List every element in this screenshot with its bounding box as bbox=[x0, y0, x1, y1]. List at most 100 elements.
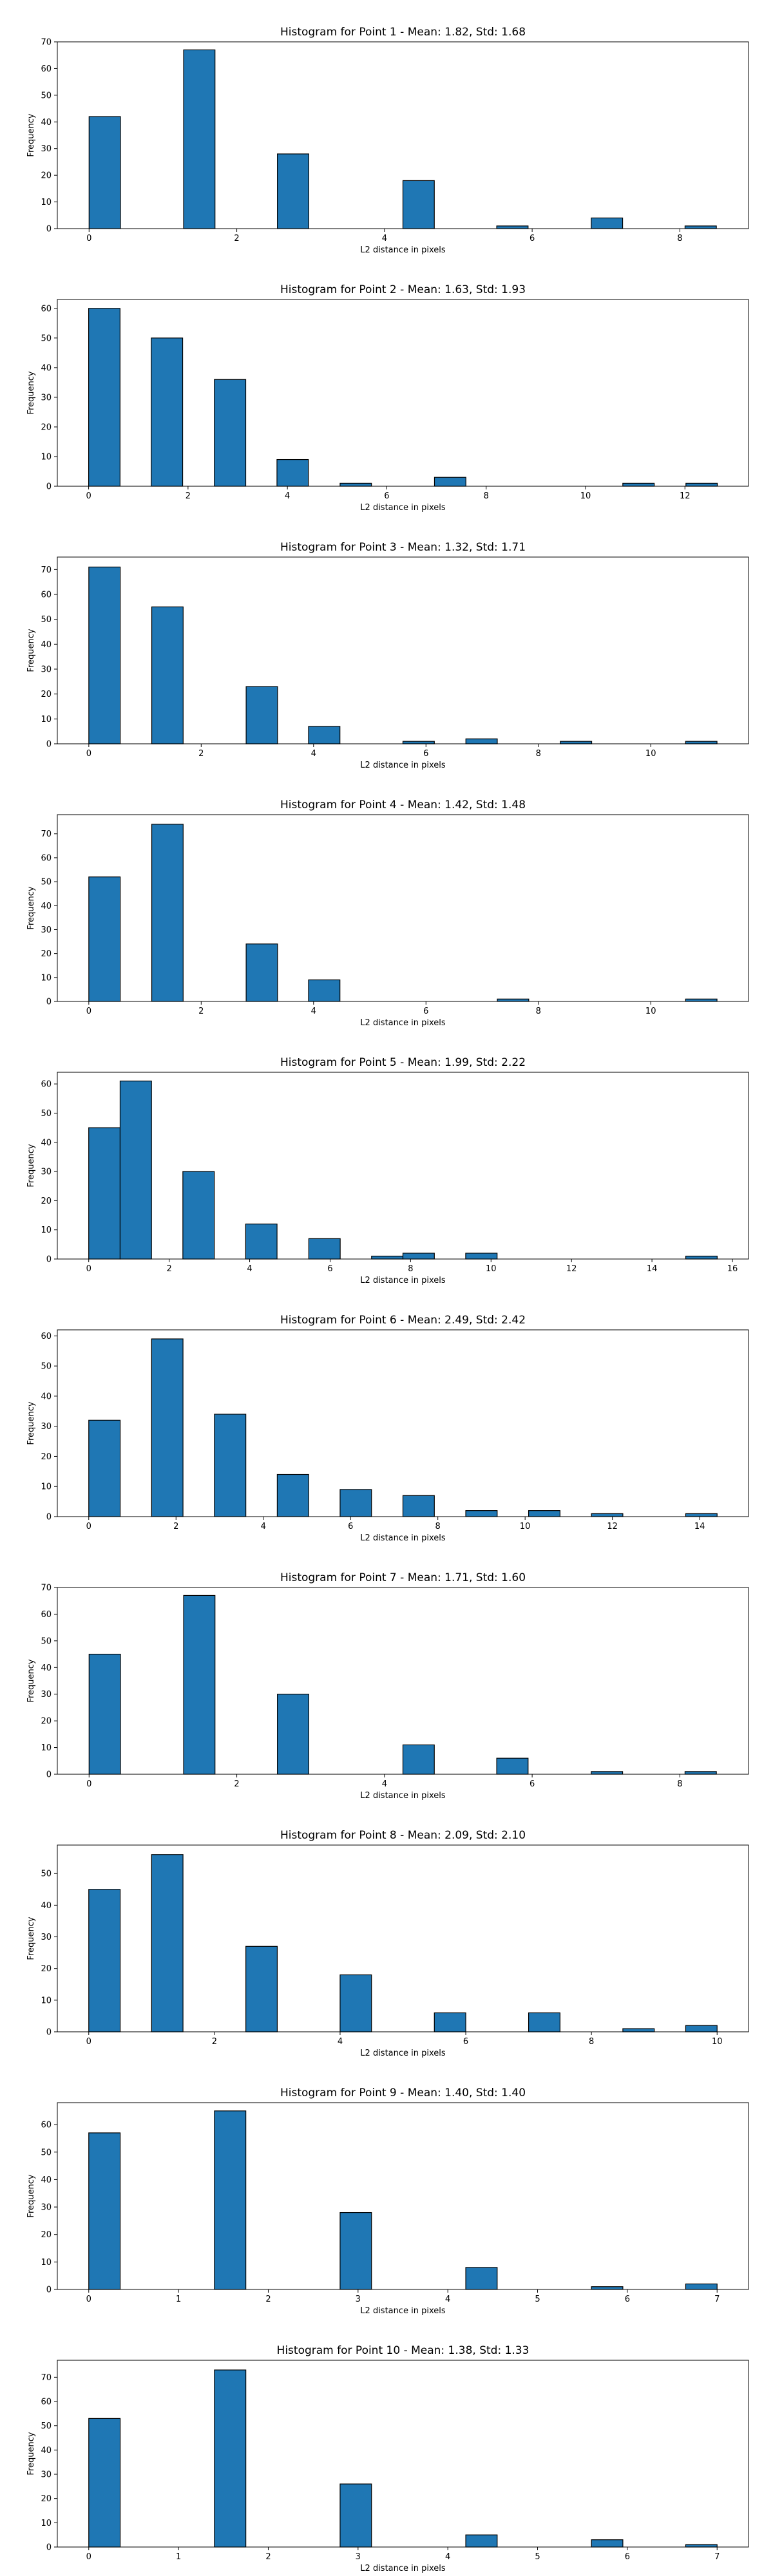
y-tick-label: 30 bbox=[41, 665, 52, 675]
chart-title: Histogram for Point 10 - Mean: 1.38, Std… bbox=[277, 2344, 530, 2357]
x-tick-label: 2 bbox=[166, 1264, 171, 1274]
y-tick-label: 30 bbox=[41, 2470, 52, 2480]
plot-frame bbox=[57, 1072, 749, 1260]
y-tick-label: 70 bbox=[41, 38, 52, 48]
histogram-bar bbox=[245, 1224, 278, 1260]
x-tick-label: 8 bbox=[435, 1522, 441, 1531]
x-tick-label: 7 bbox=[714, 2552, 720, 2562]
histogram-bar bbox=[183, 1595, 216, 1775]
histogram-bar bbox=[88, 2132, 121, 2290]
x-axis-label: L2 distance in pixels bbox=[360, 1533, 446, 1543]
plot-frame bbox=[57, 1587, 749, 1775]
y-tick-label: 60 bbox=[41, 64, 52, 74]
x-tick-label: 4 bbox=[311, 1007, 316, 1016]
histogram-bar bbox=[684, 1771, 717, 1775]
y-tick-label: 70 bbox=[41, 1584, 52, 1593]
y-tick-label: 30 bbox=[41, 144, 52, 154]
plot-frame bbox=[57, 2360, 749, 2548]
y-tick-label: 40 bbox=[41, 1138, 52, 1148]
x-tick-label: 4 bbox=[311, 749, 316, 759]
y-tick-label: 60 bbox=[41, 1332, 52, 1341]
x-tick-label: 0 bbox=[86, 1522, 91, 1531]
histogram-bar bbox=[151, 1854, 184, 2032]
histogram-chart: Histogram for Point 8 - Mean: 2.09, Std:… bbox=[26, 1829, 749, 2058]
histogram-bar bbox=[685, 2544, 718, 2548]
y-axis-label: Frequency bbox=[26, 2174, 36, 2217]
y-tick-label: 50 bbox=[41, 1636, 52, 1646]
histogram-bar bbox=[685, 741, 718, 744]
y-tick-label: 0 bbox=[46, 2543, 52, 2553]
y-tick-label: 0 bbox=[46, 1255, 52, 1265]
y-axis-label: Frequency bbox=[26, 1401, 36, 1444]
x-tick-label: 6 bbox=[384, 491, 389, 501]
x-tick-label: 4 bbox=[382, 234, 387, 243]
chart-title: Histogram for Point 9 - Mean: 1.40, Std:… bbox=[280, 2087, 526, 2099]
histogram-chart: Histogram for Point 10 - Mean: 1.38, Std… bbox=[26, 2344, 749, 2573]
histogram-bar bbox=[308, 1238, 341, 1260]
y-tick-label: 0 bbox=[46, 998, 52, 1007]
histogram-bar bbox=[339, 1489, 372, 1517]
histogram-bar bbox=[685, 1513, 718, 1517]
x-tick-label: 16 bbox=[727, 1264, 738, 1274]
y-tick-label: 10 bbox=[41, 452, 52, 462]
histogram-bar bbox=[465, 2267, 498, 2290]
histogram-bar bbox=[339, 482, 372, 487]
y-tick-label: 0 bbox=[46, 1513, 52, 1522]
y-tick-label: 40 bbox=[41, 2446, 52, 2456]
x-tick-label: 6 bbox=[625, 2552, 630, 2562]
histogram-bar bbox=[685, 1255, 718, 1260]
y-tick-label: 20 bbox=[41, 422, 52, 432]
histogram-bar bbox=[88, 116, 121, 229]
y-tick-label: 60 bbox=[41, 853, 52, 863]
x-axis-label: L2 distance in pixels bbox=[360, 2564, 446, 2573]
y-tick-label: 50 bbox=[41, 1870, 52, 1879]
y-tick-label: 50 bbox=[41, 2148, 52, 2157]
histogram-bar bbox=[308, 979, 341, 1002]
histogram-bar bbox=[276, 1473, 309, 1517]
y-tick-label: 40 bbox=[41, 640, 52, 650]
y-tick-label: 30 bbox=[41, 1422, 52, 1432]
histogram-panel: Histogram for Point 10 - Mean: 1.38, Std… bbox=[0, 2318, 773, 2576]
histogram-bar bbox=[119, 1080, 152, 1260]
histogram-bar bbox=[88, 876, 121, 1002]
histogram-panel: Histogram for Point 6 - Mean: 2.49, Std:… bbox=[0, 1288, 773, 1546]
x-tick-label: 6 bbox=[423, 1007, 428, 1016]
y-tick-label: 50 bbox=[41, 615, 52, 625]
y-tick-label: 50 bbox=[41, 878, 52, 887]
histogram-bar bbox=[497, 998, 530, 1002]
histogram-chart: Histogram for Point 1 - Mean: 1.82, Std:… bbox=[26, 26, 749, 255]
histogram-chart: Histogram for Point 6 - Mean: 2.49, Std:… bbox=[26, 1314, 749, 1543]
plot-frame bbox=[57, 41, 749, 229]
x-tick-label: 2 bbox=[198, 749, 204, 759]
chart-title: Histogram for Point 8 - Mean: 2.09, Std:… bbox=[280, 1829, 526, 1842]
x-tick-label: 2 bbox=[186, 491, 191, 501]
y-tick-label: 60 bbox=[41, 2121, 52, 2130]
x-tick-label: 0 bbox=[86, 1264, 91, 1274]
y-tick-label: 20 bbox=[41, 690, 52, 699]
chart-title: Histogram for Point 7 - Mean: 1.71, Std:… bbox=[280, 1571, 526, 1584]
histogram-bar bbox=[277, 1694, 309, 1775]
x-tick-label: 1 bbox=[176, 2295, 181, 2304]
y-tick-label: 50 bbox=[41, 91, 52, 100]
histogram-bar bbox=[182, 1171, 215, 1260]
histogram-bar bbox=[88, 1127, 121, 1260]
y-tick-label: 60 bbox=[41, 1080, 52, 1090]
y-tick-label: 60 bbox=[41, 1610, 52, 1620]
histogram-bar bbox=[339, 2483, 372, 2548]
x-tick-label: 5 bbox=[535, 2295, 540, 2304]
y-tick-label: 40 bbox=[41, 902, 52, 911]
x-tick-label: 5 bbox=[535, 2552, 540, 2562]
histogram-bar bbox=[591, 2286, 624, 2290]
x-tick-label: 6 bbox=[530, 1779, 535, 1789]
x-tick-label: 10 bbox=[712, 2037, 723, 2047]
y-axis-label: Frequency bbox=[26, 113, 36, 156]
y-tick-label: 40 bbox=[41, 2175, 52, 2185]
histogram-bar bbox=[151, 606, 184, 744]
histogram-bar bbox=[402, 1744, 435, 1775]
x-tick-label: 6 bbox=[348, 1522, 353, 1531]
y-axis-label: Frequency bbox=[26, 629, 36, 672]
histogram-bar bbox=[465, 738, 498, 744]
x-tick-label: 12 bbox=[680, 491, 691, 501]
histogram-bar bbox=[88, 1419, 121, 1517]
histogram-bar bbox=[465, 1510, 498, 1517]
